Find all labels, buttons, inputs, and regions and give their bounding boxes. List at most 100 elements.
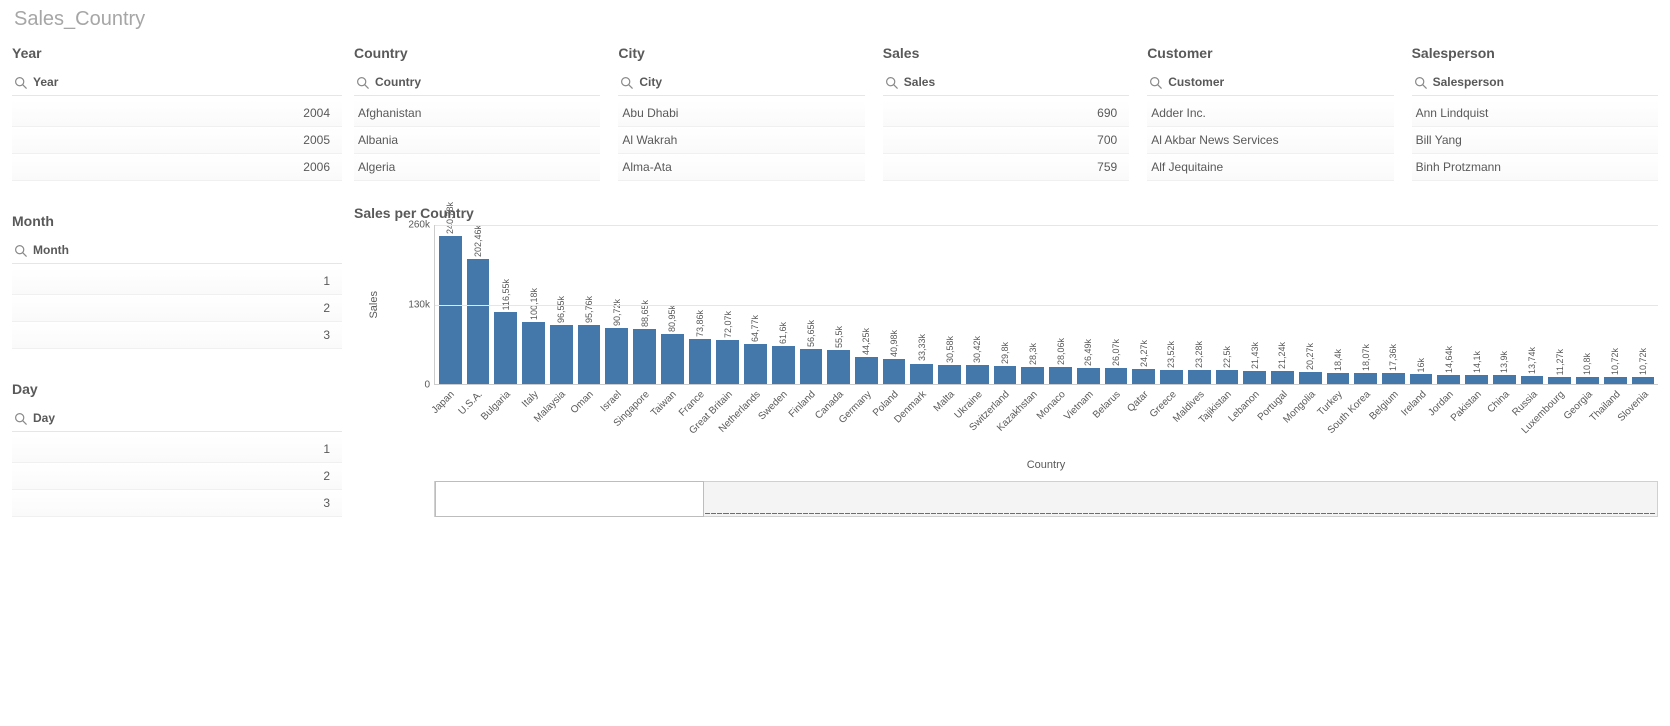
bar-value-label: 26,49k bbox=[1083, 339, 1093, 366]
bar[interactable]: 61,6k bbox=[772, 346, 795, 384]
bar[interactable]: 10,72k bbox=[1632, 377, 1655, 384]
list-item[interactable]: 759 bbox=[883, 154, 1129, 181]
chart-plot[interactable]: 240,78k202,46k116,55k100,18k96,55k95,76k… bbox=[434, 225, 1658, 385]
filter-title: Salesperson bbox=[1412, 45, 1658, 61]
bar[interactable]: 80,95k bbox=[661, 334, 684, 384]
bar[interactable]: 16k bbox=[1410, 374, 1433, 384]
list-item[interactable]: Al Wakrah bbox=[618, 127, 864, 154]
list-item[interactable]: Alma-Ata bbox=[618, 154, 864, 181]
bar[interactable]: 18,07k bbox=[1354, 373, 1377, 384]
filter-search[interactable]: Salesperson bbox=[1412, 71, 1658, 96]
list-item[interactable]: Alf Jequitaine bbox=[1147, 154, 1393, 181]
bar-value-label: 73,86k bbox=[695, 310, 705, 337]
search-icon bbox=[1149, 76, 1162, 89]
list-item[interactable]: 2 bbox=[12, 463, 342, 490]
bar[interactable]: 18,4k bbox=[1327, 373, 1350, 384]
bar-rect bbox=[855, 357, 878, 384]
bar[interactable]: 22,5k bbox=[1216, 370, 1239, 384]
bar[interactable]: 24,27k bbox=[1132, 369, 1155, 384]
bar[interactable]: 240,78k bbox=[439, 236, 462, 384]
filter-search[interactable]: Customer bbox=[1147, 71, 1393, 96]
filter-search[interactable]: Day bbox=[12, 407, 342, 432]
bar[interactable]: 14,1k bbox=[1465, 375, 1488, 384]
list-item[interactable]: Algeria bbox=[354, 154, 600, 181]
bar[interactable]: 202,46k bbox=[467, 259, 490, 384]
bar[interactable]: 26,49k bbox=[1077, 368, 1100, 384]
bar[interactable]: 23,28k bbox=[1188, 370, 1211, 384]
filter-search[interactable]: Country bbox=[354, 71, 600, 96]
list-item[interactable]: 3 bbox=[12, 322, 342, 349]
bar[interactable]: 72,07k bbox=[716, 340, 739, 384]
list-item[interactable]: 2 bbox=[12, 295, 342, 322]
bar[interactable]: 23,52k bbox=[1160, 370, 1183, 384]
bar[interactable]: 56,65k bbox=[800, 349, 823, 384]
bar[interactable]: 30,58k bbox=[938, 365, 961, 384]
overview-bar bbox=[998, 513, 1003, 514]
overview-bar bbox=[1199, 513, 1204, 514]
filter-search[interactable]: Sales bbox=[883, 71, 1129, 96]
bar[interactable]: 17,36k bbox=[1382, 373, 1405, 384]
list-item[interactable]: Al Akbar News Services bbox=[1147, 127, 1393, 154]
bar[interactable]: 55,5k bbox=[827, 350, 850, 384]
bar[interactable]: 73,86k bbox=[689, 339, 712, 384]
list-item[interactable]: 1 bbox=[12, 268, 342, 295]
bar[interactable]: 88,65k bbox=[633, 329, 656, 384]
bar-value-label: 202,46k bbox=[473, 225, 483, 257]
list-item[interactable]: 690 bbox=[883, 100, 1129, 127]
list-item[interactable]: 2006 bbox=[12, 154, 342, 181]
overview-window[interactable] bbox=[435, 481, 704, 517]
bar[interactable]: 13,74k bbox=[1521, 376, 1544, 384]
list-item[interactable]: Bill Yang bbox=[1412, 127, 1658, 154]
bar-rect bbox=[772, 346, 795, 384]
bar[interactable]: 21,43k bbox=[1243, 371, 1266, 384]
bar[interactable]: 20,27k bbox=[1299, 372, 1322, 384]
list-item[interactable]: Afghanistan bbox=[354, 100, 600, 127]
bar-rect bbox=[1493, 375, 1516, 384]
filter-search[interactable]: Year bbox=[12, 71, 342, 96]
bar[interactable]: 28,3k bbox=[1021, 367, 1044, 384]
overview-bar bbox=[1595, 513, 1600, 514]
x-label: Japan bbox=[438, 387, 461, 457]
bar[interactable]: 29,8k bbox=[994, 366, 1017, 384]
overview-bar bbox=[723, 513, 728, 514]
overview-bar bbox=[1266, 513, 1271, 514]
bar[interactable]: 30,42k bbox=[966, 365, 989, 384]
bar[interactable]: 40,98k bbox=[883, 359, 906, 384]
bar[interactable]: 11,27k bbox=[1548, 377, 1571, 384]
bar[interactable]: 10,72k bbox=[1604, 377, 1627, 384]
bar[interactable]: 14,64k bbox=[1437, 375, 1460, 384]
search-icon bbox=[14, 76, 27, 89]
filter-sales: SalesSales690700759 bbox=[883, 45, 1129, 181]
list-item[interactable]: 2004 bbox=[12, 100, 342, 127]
bar[interactable]: 33,33k bbox=[910, 364, 933, 385]
list-item[interactable]: 2005 bbox=[12, 127, 342, 154]
bar[interactable]: 64,77k bbox=[744, 344, 767, 384]
bar[interactable]: 10,8k bbox=[1576, 377, 1599, 384]
overview-bar bbox=[1363, 513, 1368, 514]
filter-title: Day bbox=[12, 381, 342, 397]
bar[interactable]: 21,24k bbox=[1271, 371, 1294, 384]
bar[interactable]: 26,07k bbox=[1105, 368, 1128, 384]
bar-rect bbox=[522, 322, 545, 384]
bar[interactable]: 100,18k bbox=[522, 322, 545, 384]
filter-search[interactable]: Month bbox=[12, 239, 342, 264]
bar[interactable]: 90,72k bbox=[605, 328, 628, 384]
bar[interactable]: 96,55k bbox=[550, 325, 573, 384]
list-item[interactable]: Abu Dhabi bbox=[618, 100, 864, 127]
bar[interactable]: 95,76k bbox=[578, 325, 601, 384]
overview-bar bbox=[1528, 513, 1533, 514]
list-item[interactable]: Ann Lindquist bbox=[1412, 100, 1658, 127]
list-item[interactable]: Adder Inc. bbox=[1147, 100, 1393, 127]
filter-search[interactable]: City bbox=[618, 71, 864, 96]
bar[interactable]: 116,55k bbox=[494, 312, 517, 384]
list-item[interactable]: Albania bbox=[354, 127, 600, 154]
bar[interactable]: 44,25k bbox=[855, 357, 878, 384]
list-item[interactable]: Binh Protzmann bbox=[1412, 154, 1658, 181]
list-item[interactable]: 700 bbox=[883, 127, 1129, 154]
bar[interactable]: 28,06k bbox=[1049, 367, 1072, 384]
chart-overview-scroller[interactable] bbox=[434, 481, 1658, 517]
bar[interactable]: 13,9k bbox=[1493, 375, 1516, 384]
list-item[interactable]: 1 bbox=[12, 436, 342, 463]
list-item[interactable]: 3 bbox=[12, 490, 342, 517]
overview-bar bbox=[955, 513, 960, 514]
